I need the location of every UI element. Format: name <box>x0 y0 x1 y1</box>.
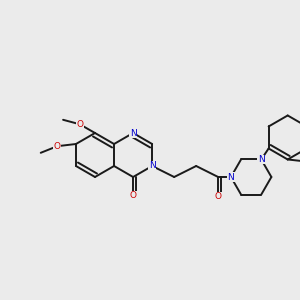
Text: O: O <box>54 142 61 151</box>
Text: N: N <box>149 161 155 170</box>
Text: O: O <box>215 192 222 201</box>
Text: O: O <box>130 191 136 200</box>
Text: N: N <box>227 172 234 182</box>
Text: N: N <box>130 128 136 137</box>
Text: O: O <box>76 120 83 129</box>
Text: N: N <box>258 155 265 164</box>
